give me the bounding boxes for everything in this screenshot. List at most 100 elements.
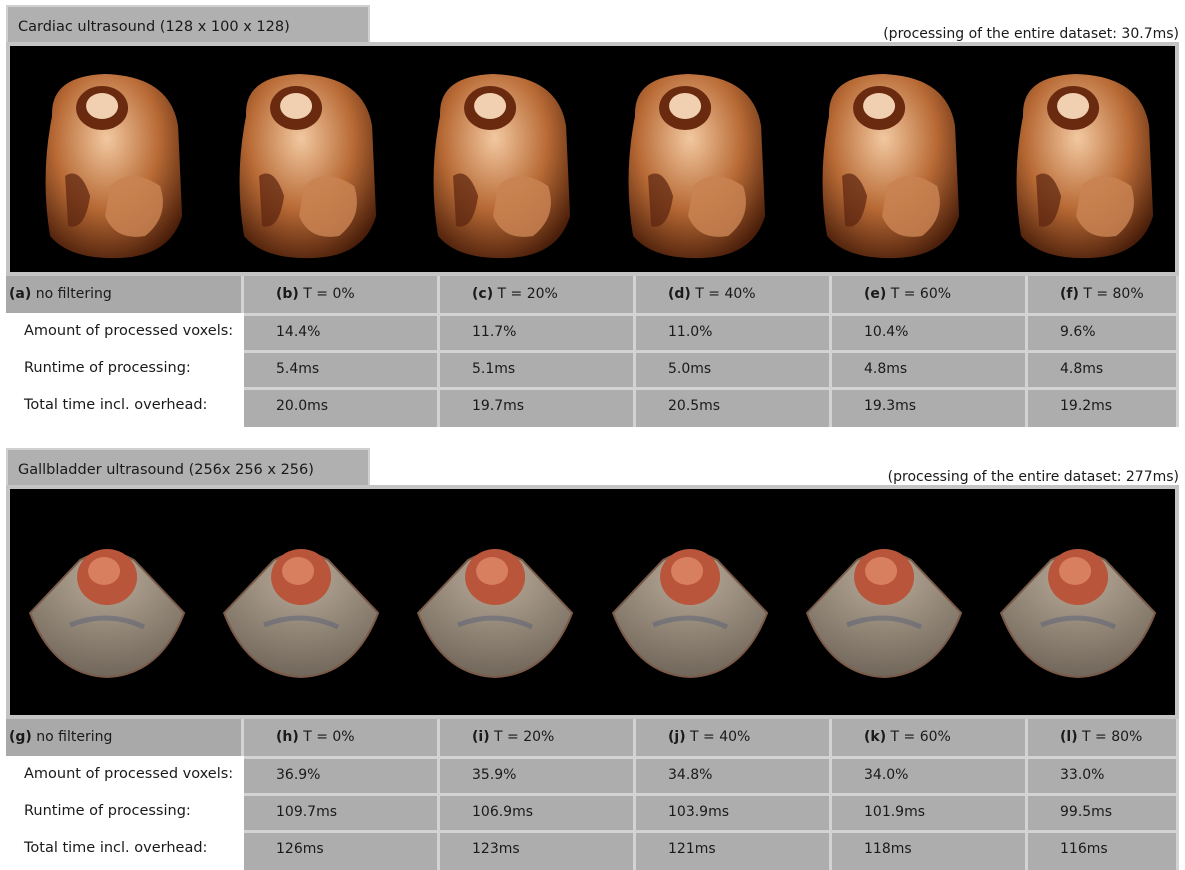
panel-letter: (g) bbox=[9, 729, 32, 745]
panel-setting: T = 80% bbox=[1077, 729, 1143, 745]
table-cell: 14.4% bbox=[244, 313, 440, 353]
rendering-f bbox=[981, 46, 1175, 272]
section-title: Gallbladder ultrasound (256x 256 x 256) bbox=[6, 448, 370, 487]
panel-letter: (i) bbox=[472, 729, 490, 745]
table-cell: 19.3ms bbox=[832, 387, 1028, 427]
panel-letter: (h) bbox=[276, 729, 299, 745]
panel-letter: (e) bbox=[864, 286, 887, 302]
table-cell: 35.9% bbox=[440, 756, 636, 796]
section-gallbladder: Gallbladder ultrasound (256x 256 x 256) (… bbox=[0, 443, 1185, 870]
table-cell: 103.9ms bbox=[636, 793, 832, 833]
table-cell: 5.1ms bbox=[440, 350, 636, 390]
panel-letter: (l) bbox=[1060, 729, 1078, 745]
panel-setting: T = 60% bbox=[886, 729, 951, 745]
rendering-j bbox=[593, 489, 787, 715]
table-cell: 5.4ms bbox=[244, 350, 440, 390]
row-label: Runtime of processing: bbox=[24, 803, 191, 819]
table-cell: 109.7ms bbox=[244, 793, 440, 833]
panel-letter: (a) bbox=[9, 286, 32, 302]
panel-setting: T = 0% bbox=[298, 729, 355, 745]
table-cell: 106.9ms bbox=[440, 793, 636, 833]
image-strip bbox=[10, 489, 1175, 715]
table-cell: 9.6% bbox=[1028, 313, 1179, 353]
table-cell: 116ms bbox=[1028, 830, 1179, 870]
table-cell: 10.4% bbox=[832, 313, 1028, 353]
rendering-l bbox=[981, 489, 1175, 715]
header-row: (a) no filtering (b) T = 0% (c) T = 20% (d)… bbox=[6, 276, 1179, 313]
section-title: Cardiac ultrasound (128 x 100 x 128) bbox=[6, 5, 370, 44]
table-row: Amount of processed voxels: 36.9% 35.9% 34.… bbox=[6, 756, 1179, 796]
table-row: Runtime of processing: 109.7ms 106.9ms 103.… bbox=[6, 793, 1179, 833]
table-cell: 11.0% bbox=[636, 313, 832, 353]
rendering-e bbox=[787, 46, 981, 272]
rendering-c bbox=[398, 46, 592, 272]
rendering-d bbox=[593, 46, 787, 272]
column-header: (g) no filtering bbox=[6, 719, 244, 756]
image-strip bbox=[10, 46, 1175, 272]
table-cell: 33.0% bbox=[1028, 756, 1179, 796]
header-row: (g) no filtering (h) T = 0% (i) T = 20% (j)… bbox=[6, 719, 1179, 756]
table-row: Amount of processed voxels: 14.4% 11.7% 11.… bbox=[6, 313, 1179, 353]
table-cell: 99.5ms bbox=[1028, 793, 1179, 833]
panel-letter: (j) bbox=[668, 729, 686, 745]
table-row: Total time incl. overhead: 20.0ms 19.7ms 20… bbox=[6, 387, 1179, 427]
panel-letter: (c) bbox=[472, 286, 494, 302]
row-label: Amount of processed voxels: bbox=[24, 323, 234, 339]
table-cell: 20.0ms bbox=[244, 387, 440, 427]
column-header: (a) no filtering bbox=[6, 276, 244, 313]
row-label: Total time incl. overhead: bbox=[24, 397, 208, 413]
panel-letter: (b) bbox=[276, 286, 299, 302]
column-header: (l) T = 80% bbox=[1028, 719, 1179, 756]
column-header: (k) T = 60% bbox=[832, 719, 1028, 756]
panel-setting: T = 40% bbox=[690, 286, 756, 302]
panel-letter: (f) bbox=[1060, 286, 1079, 302]
table-cell: 126ms bbox=[244, 830, 440, 870]
table-cell: 34.0% bbox=[832, 756, 1028, 796]
column-header: (h) T = 0% bbox=[244, 719, 440, 756]
table-cell: 123ms bbox=[440, 830, 636, 870]
table-cell: 36.9% bbox=[244, 756, 440, 796]
table-cell: 5.0ms bbox=[636, 350, 832, 390]
panel-setting: T = 0% bbox=[298, 286, 355, 302]
table-cell: 121ms bbox=[636, 830, 832, 870]
row-label: Amount of processed voxels: bbox=[24, 766, 234, 782]
rendering-k bbox=[787, 489, 981, 715]
processing-note: (processing of the entire dataset: 277ms… bbox=[887, 469, 1179, 485]
column-header: (i) T = 20% bbox=[440, 719, 636, 756]
table-cell: 11.7% bbox=[440, 313, 636, 353]
table-cell: 4.8ms bbox=[832, 350, 1028, 390]
rendering-i bbox=[398, 489, 592, 715]
rendering-h bbox=[204, 489, 398, 715]
column-header: (b) T = 0% bbox=[244, 276, 440, 313]
image-panel bbox=[6, 485, 1179, 719]
panel-letter: (d) bbox=[668, 286, 691, 302]
panel-setting: no filtering bbox=[31, 729, 113, 745]
table-cell: 20.5ms bbox=[636, 387, 832, 427]
table-row: Runtime of processing: 5.4ms 5.1ms 5.0ms 4.8… bbox=[6, 350, 1179, 390]
table-cell: 34.8% bbox=[636, 756, 832, 796]
panel-setting: T = 20% bbox=[493, 286, 558, 302]
column-header: (e) T = 60% bbox=[832, 276, 1028, 313]
table-cell: 4.8ms bbox=[1028, 350, 1179, 390]
panel-letter: (k) bbox=[864, 729, 887, 745]
table-cell: 19.2ms bbox=[1028, 387, 1179, 427]
column-header: (d) T = 40% bbox=[636, 276, 832, 313]
column-header: (c) T = 20% bbox=[440, 276, 636, 313]
column-header: (j) T = 40% bbox=[636, 719, 832, 756]
processing-note: (processing of the entire dataset: 30.7m… bbox=[883, 26, 1179, 42]
panel-setting: no filtering bbox=[31, 286, 112, 302]
table-cell: 118ms bbox=[832, 830, 1028, 870]
rendering-g bbox=[10, 489, 204, 715]
rendering-a bbox=[10, 46, 204, 272]
row-label: Runtime of processing: bbox=[24, 360, 191, 376]
panel-setting: T = 20% bbox=[489, 729, 555, 745]
column-header: (f) T = 80% bbox=[1028, 276, 1179, 313]
table-cell: 101.9ms bbox=[832, 793, 1028, 833]
panel-setting: T = 60% bbox=[886, 286, 952, 302]
section-cardiac: Cardiac ultrasound (128 x 100 x 128) (pro… bbox=[0, 0, 1185, 427]
image-panel bbox=[6, 42, 1179, 276]
table-cell: 19.7ms bbox=[440, 387, 636, 427]
panel-setting: T = 40% bbox=[685, 729, 751, 745]
panel-setting: T = 80% bbox=[1078, 286, 1144, 302]
rendering-b bbox=[204, 46, 398, 272]
